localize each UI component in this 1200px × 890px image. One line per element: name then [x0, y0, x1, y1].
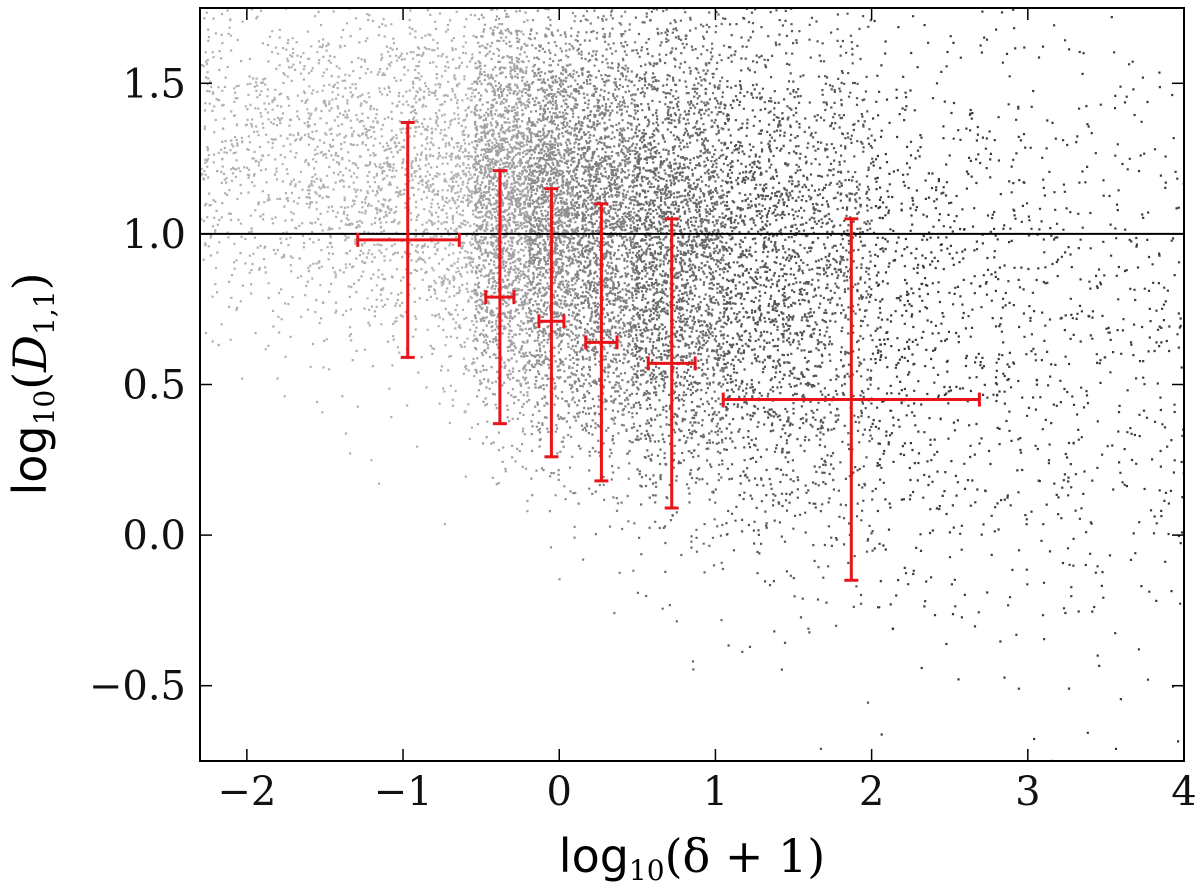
x-axis-label: log10(δ + 1): [559, 829, 825, 887]
axis-ticks: −2 −1 0 1 2 3 4 −0.5 0.0 0.5 1.0 1.5: [89, 8, 1197, 815]
y-tick-label: 1.0: [122, 212, 186, 258]
density-bin-1: [473, 8, 531, 513]
y-tick-label: 0.0: [122, 513, 186, 559]
x-tick-label: −1: [374, 769, 433, 815]
y-axis-label: log10(D1,1): [3, 272, 61, 495]
x-tick-label: 4: [1171, 769, 1196, 815]
x-tick-label: 1: [703, 769, 728, 815]
density-bin-points: [634, 8, 726, 671]
errorbar-4: [646, 217, 697, 510]
errorbar-1: [484, 169, 516, 426]
errorbar-0: [356, 120, 461, 359]
y-tick-label: −0.5: [89, 664, 186, 710]
density-bin-points: [723, 8, 874, 750]
errorbar-3: [584, 202, 619, 483]
x-tick-label: 3: [1015, 769, 1040, 815]
errorbars: [356, 120, 981, 582]
density-bin-5: [723, 8, 874, 750]
x-tick-label: −2: [217, 769, 276, 815]
x-tick-label: 2: [859, 769, 884, 815]
density-bin-4: [634, 8, 726, 671]
x-tick-label: 0: [547, 769, 572, 815]
density-bin-points: [473, 8, 531, 513]
density-bin-3: [574, 8, 637, 615]
errorbar-2: [537, 187, 566, 459]
density-bin-points: [574, 8, 637, 615]
y-tick-label: 1.5: [122, 61, 186, 107]
y-tick-label: 0.5: [122, 363, 186, 409]
errorbar-5: [721, 217, 981, 582]
